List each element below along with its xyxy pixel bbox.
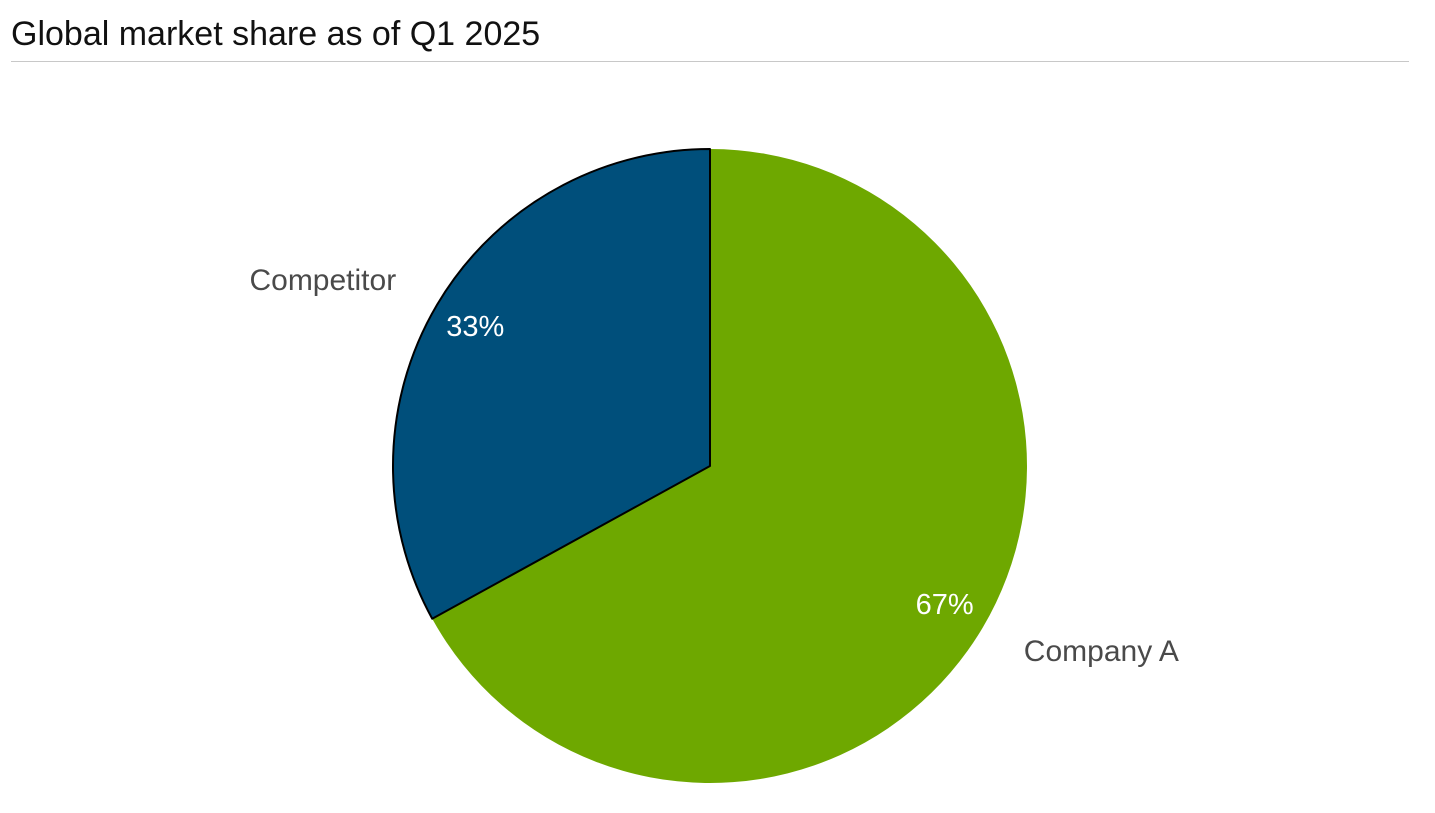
pie-slice-company-a xyxy=(432,149,1027,783)
title-divider xyxy=(11,61,1409,62)
pie-percent-label-company-a: 67% xyxy=(916,589,974,621)
pie-category-label-competitor: Competitor xyxy=(249,264,396,297)
pie-slices xyxy=(391,148,1027,783)
chart-title: Global market share as of Q1 2025 xyxy=(11,15,541,53)
pie-slice-competitor xyxy=(391,148,711,620)
pie-percent-label-competitor: 33% xyxy=(446,311,504,343)
pie-category-label-company-a: Company A xyxy=(1024,635,1179,668)
pie-labels: 67% Company A 33% Competitor xyxy=(249,264,1178,668)
